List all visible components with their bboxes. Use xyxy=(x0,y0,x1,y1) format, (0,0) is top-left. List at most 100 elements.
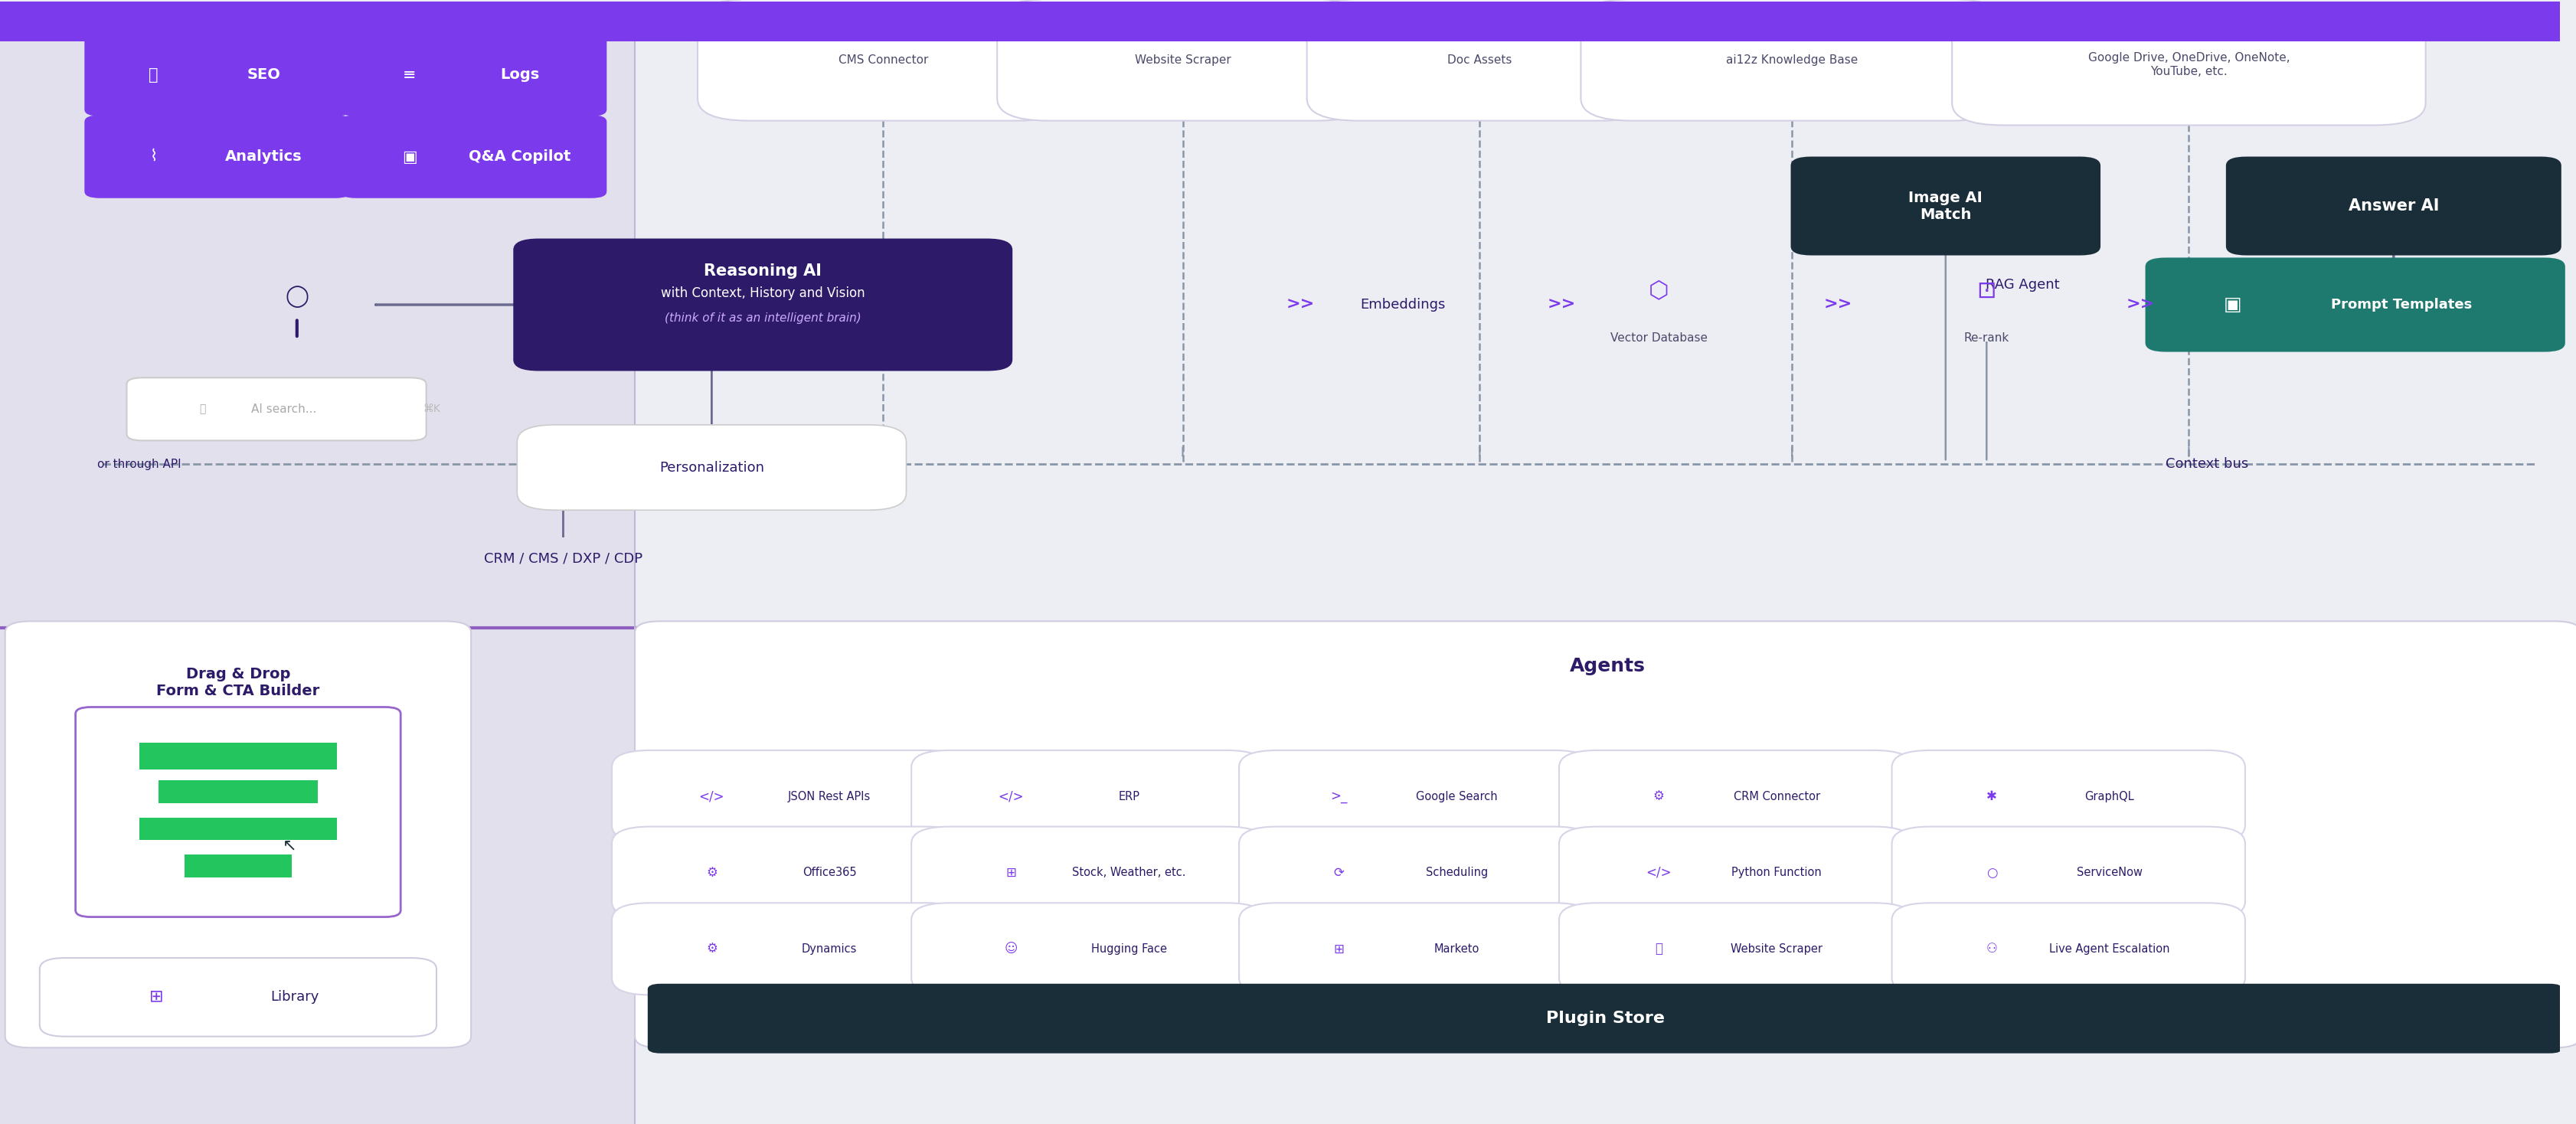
Text: Reasoning AI: Reasoning AI xyxy=(703,263,822,279)
Text: ≡: ≡ xyxy=(402,67,417,82)
Text: >>: >> xyxy=(1824,297,1852,312)
Text: </>: </> xyxy=(698,789,724,804)
Text: Google Search: Google Search xyxy=(1417,790,1497,803)
Text: Prompt Templates: Prompt Templates xyxy=(2331,298,2473,311)
FancyBboxPatch shape xyxy=(1953,4,2427,125)
Text: JSON Rest APIs: JSON Rest APIs xyxy=(788,790,871,803)
FancyBboxPatch shape xyxy=(613,751,966,842)
FancyBboxPatch shape xyxy=(75,707,402,917)
FancyBboxPatch shape xyxy=(139,743,337,769)
Text: >>: >> xyxy=(2125,297,2154,312)
FancyBboxPatch shape xyxy=(1790,156,2099,255)
FancyBboxPatch shape xyxy=(2146,257,2566,352)
FancyBboxPatch shape xyxy=(647,984,2563,1053)
FancyBboxPatch shape xyxy=(513,238,1012,371)
Text: CRM Connector: CRM Connector xyxy=(1734,790,1821,803)
Text: Hugging Face: Hugging Face xyxy=(1092,943,1167,954)
FancyBboxPatch shape xyxy=(1558,903,1911,995)
Text: Context bus: Context bus xyxy=(2166,457,2249,471)
Text: >>: >> xyxy=(1285,297,1314,312)
Text: ▣: ▣ xyxy=(402,149,417,164)
FancyBboxPatch shape xyxy=(912,751,1265,842)
FancyBboxPatch shape xyxy=(340,33,608,116)
Text: ✱: ✱ xyxy=(1986,789,1996,804)
Text: or through API: or through API xyxy=(98,459,180,470)
Text: Office365: Office365 xyxy=(801,867,855,878)
FancyBboxPatch shape xyxy=(1891,826,2246,918)
FancyBboxPatch shape xyxy=(1582,0,2004,120)
FancyBboxPatch shape xyxy=(0,2,634,1124)
Text: Vector Database: Vector Database xyxy=(1610,333,1708,344)
FancyBboxPatch shape xyxy=(1891,751,2246,842)
Text: Google Drive, OneDrive, OneNote,
YouTube, etc.: Google Drive, OneDrive, OneNote, YouTube… xyxy=(2089,52,2290,76)
Text: ⌘K: ⌘K xyxy=(422,404,440,415)
FancyBboxPatch shape xyxy=(126,378,425,441)
FancyBboxPatch shape xyxy=(160,780,317,803)
Text: ⚙: ⚙ xyxy=(706,942,716,955)
FancyBboxPatch shape xyxy=(139,817,337,840)
FancyBboxPatch shape xyxy=(912,826,1265,918)
Text: Dynamics: Dynamics xyxy=(801,943,858,954)
Text: ai12z Knowledge Base: ai12z Knowledge Base xyxy=(1726,54,1857,66)
Text: ⊞: ⊞ xyxy=(1005,865,1018,879)
Text: ⚙: ⚙ xyxy=(706,865,716,879)
Text: AI search...: AI search... xyxy=(250,404,317,415)
Text: Image AI
Match: Image AI Match xyxy=(1909,190,1984,221)
FancyBboxPatch shape xyxy=(185,854,291,877)
Text: Re-rank: Re-rank xyxy=(1963,333,2009,344)
FancyBboxPatch shape xyxy=(518,425,907,510)
Text: Library: Library xyxy=(270,990,319,1004)
Text: GraphQL: GraphQL xyxy=(2084,790,2136,803)
Text: Marketo: Marketo xyxy=(1435,943,1479,954)
Text: Agents: Agents xyxy=(1569,656,1646,676)
Text: Plugin Store: Plugin Store xyxy=(1546,1010,1664,1026)
FancyBboxPatch shape xyxy=(39,958,435,1036)
Text: Website Scraper: Website Scraper xyxy=(1731,943,1824,954)
FancyBboxPatch shape xyxy=(613,826,966,918)
FancyBboxPatch shape xyxy=(1891,903,2246,995)
FancyBboxPatch shape xyxy=(613,903,966,995)
FancyBboxPatch shape xyxy=(1558,826,1911,918)
FancyBboxPatch shape xyxy=(1239,826,1592,918)
Text: Python Function: Python Function xyxy=(1731,867,1821,878)
FancyBboxPatch shape xyxy=(5,622,471,1048)
FancyBboxPatch shape xyxy=(1558,751,1911,842)
Text: Scheduling: Scheduling xyxy=(1425,867,1489,878)
FancyBboxPatch shape xyxy=(2226,156,2561,255)
Text: ServiceNow: ServiceNow xyxy=(2076,867,2143,878)
Text: Doc Assets: Doc Assets xyxy=(1448,54,1512,66)
Text: ⊡: ⊡ xyxy=(1976,280,1996,302)
Text: Logs: Logs xyxy=(500,67,538,82)
Text: >>: >> xyxy=(1548,297,1577,312)
Text: SEO: SEO xyxy=(247,67,281,82)
Text: 🔍: 🔍 xyxy=(201,404,206,415)
FancyBboxPatch shape xyxy=(1306,0,1651,120)
Text: ERP: ERP xyxy=(1118,790,1139,803)
Text: CRM / CMS / DXP / CDP: CRM / CMS / DXP / CDP xyxy=(484,552,641,565)
Text: 〜: 〜 xyxy=(1654,942,1662,955)
Text: with Context, History and Vision: with Context, History and Vision xyxy=(662,287,866,300)
FancyBboxPatch shape xyxy=(698,0,1069,120)
Text: </>: </> xyxy=(1646,865,1672,879)
Text: Answer AI: Answer AI xyxy=(2349,198,2439,214)
Text: ▣: ▣ xyxy=(2223,296,2241,314)
Text: ⬡: ⬡ xyxy=(1649,280,1669,302)
Text: ⊞: ⊞ xyxy=(149,989,162,1005)
Text: (think of it as an intelligent brain): (think of it as an intelligent brain) xyxy=(665,312,860,324)
Text: ◯: ◯ xyxy=(286,285,309,308)
Text: Analytics: Analytics xyxy=(224,149,301,164)
FancyBboxPatch shape xyxy=(1239,751,1592,842)
FancyBboxPatch shape xyxy=(85,33,350,116)
Text: Embeddings: Embeddings xyxy=(1360,298,1445,311)
FancyBboxPatch shape xyxy=(0,2,2561,40)
Text: ⊞: ⊞ xyxy=(1334,942,1345,955)
Text: ⚙: ⚙ xyxy=(1654,789,1664,804)
Text: >_: >_ xyxy=(1329,789,1347,804)
FancyBboxPatch shape xyxy=(1239,903,1592,995)
Text: Drag & Drop
Form & CTA Builder: Drag & Drop Form & CTA Builder xyxy=(157,668,319,699)
FancyBboxPatch shape xyxy=(634,622,2576,1048)
Text: ⚇: ⚇ xyxy=(1986,942,1996,955)
FancyBboxPatch shape xyxy=(997,0,1368,120)
Text: RAG Agent: RAG Agent xyxy=(1986,278,2058,291)
Text: Live Agent Escalation: Live Agent Escalation xyxy=(2048,943,2169,954)
